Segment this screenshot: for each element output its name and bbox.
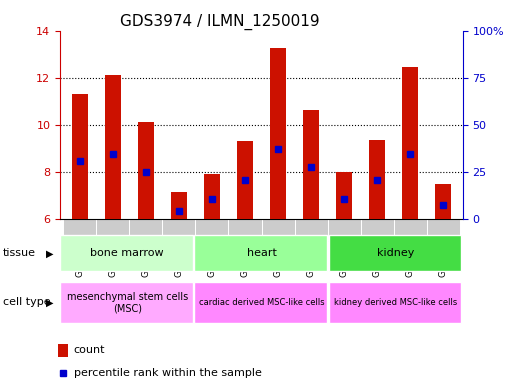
Bar — [58, 344, 67, 357]
Bar — [427, 219, 460, 241]
Text: kidney: kidney — [377, 248, 414, 258]
Bar — [195, 281, 327, 323]
Bar — [327, 219, 360, 241]
Text: kidney derived MSC-like cells: kidney derived MSC-like cells — [334, 298, 457, 307]
Text: mesenchymal stem cells
(MSC): mesenchymal stem cells (MSC) — [66, 291, 188, 313]
Bar — [369, 140, 385, 219]
Bar — [96, 219, 130, 241]
Bar — [270, 48, 286, 219]
Bar — [60, 281, 192, 323]
Text: percentile rank within the sample: percentile rank within the sample — [74, 368, 262, 378]
Bar — [328, 235, 461, 271]
Bar — [294, 219, 327, 241]
Text: tissue: tissue — [3, 248, 36, 258]
Bar — [130, 219, 163, 241]
Bar — [336, 172, 353, 219]
Bar — [163, 219, 196, 241]
Bar — [402, 67, 418, 219]
Bar — [393, 219, 427, 241]
Bar — [229, 219, 262, 241]
Bar — [138, 122, 154, 219]
Bar — [328, 281, 461, 323]
Text: count: count — [74, 345, 105, 355]
Text: GDS3974 / ILMN_1250019: GDS3974 / ILMN_1250019 — [120, 13, 320, 30]
Text: cell type: cell type — [3, 297, 50, 308]
Bar — [170, 192, 187, 219]
Bar — [435, 184, 451, 219]
Text: ▶: ▶ — [46, 297, 53, 308]
Text: cardiac derived MSC-like cells: cardiac derived MSC-like cells — [199, 298, 324, 307]
Bar — [360, 219, 393, 241]
Bar — [303, 109, 319, 219]
Text: bone marrow: bone marrow — [90, 248, 164, 258]
Text: heart: heart — [246, 248, 277, 258]
Bar — [72, 94, 88, 219]
Bar — [262, 219, 294, 241]
Bar — [60, 235, 192, 271]
Bar — [195, 235, 327, 271]
Bar — [237, 141, 253, 219]
Bar — [196, 219, 229, 241]
Bar — [204, 174, 220, 219]
Text: ▶: ▶ — [46, 248, 53, 258]
Bar — [105, 75, 121, 219]
Bar — [63, 219, 96, 241]
